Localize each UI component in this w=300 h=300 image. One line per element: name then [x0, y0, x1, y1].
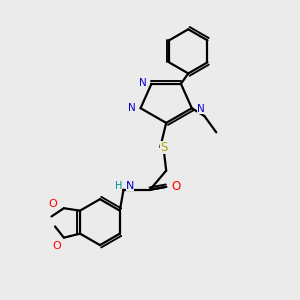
Text: O: O	[172, 180, 181, 193]
Text: N: N	[197, 104, 205, 114]
Text: H: H	[115, 181, 122, 191]
Text: N: N	[128, 103, 136, 113]
Text: N: N	[126, 181, 134, 191]
Text: N: N	[139, 78, 146, 88]
Text: O: O	[52, 241, 61, 250]
Text: S: S	[160, 141, 167, 154]
Text: O: O	[49, 199, 57, 209]
